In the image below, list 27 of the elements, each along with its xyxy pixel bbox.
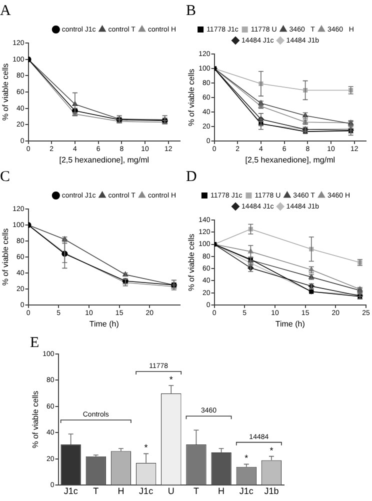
x-tick-label: J1b xyxy=(264,486,279,496)
y-axis-title: % of viable cells xyxy=(31,390,40,448)
y-axis-title: % of viable cells xyxy=(187,234,196,292)
y-axis-title: % of viable cells xyxy=(187,68,196,126)
y-axis-title: % of viable cells xyxy=(1,228,10,286)
x-tick-label: J1c xyxy=(139,486,154,496)
data-label: * xyxy=(270,445,274,456)
x-tick-label: T xyxy=(193,486,200,496)
chart-title: C xyxy=(0,168,10,185)
x-tick-label: T xyxy=(93,486,100,496)
x-tick-label: H xyxy=(218,486,225,496)
chart-title: B xyxy=(186,2,196,19)
data-label: * xyxy=(144,442,148,453)
y-axis-title: % of viable cells xyxy=(1,63,10,121)
data-label: * xyxy=(244,453,249,464)
chart-title: D xyxy=(186,168,197,185)
chart-title: A xyxy=(0,2,11,19)
x-tick-label: J1c xyxy=(64,486,78,496)
x-axis-title: Time (h) xyxy=(275,319,306,328)
x-tick-label: U xyxy=(168,486,174,496)
data-label: * xyxy=(169,374,174,384)
x-axis-title: [2,5 hexanedione], mg/ml xyxy=(59,155,150,164)
x-tick-label: H xyxy=(118,486,124,496)
x-axis-title: Time (h) xyxy=(89,319,120,328)
x-axis-title: [2,5 hexanedione], mg/ml xyxy=(245,155,336,164)
x-tick-label: J1c xyxy=(239,486,254,496)
chart-title: E xyxy=(30,334,40,351)
